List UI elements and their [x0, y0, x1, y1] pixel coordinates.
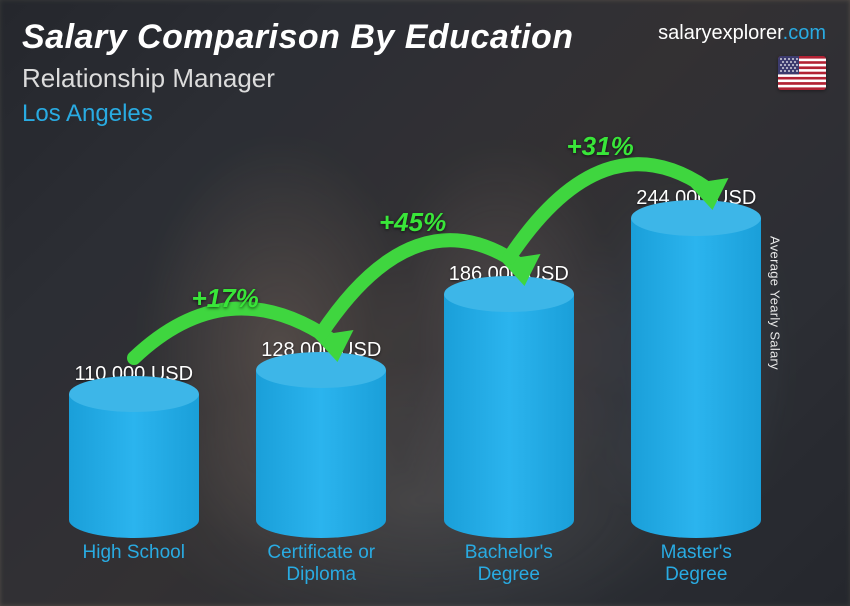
bar-shape [631, 218, 761, 538]
brand-suffix: .com [783, 22, 826, 44]
bar-0: 110,000 USD [40, 363, 228, 538]
increment-percent: +45% [379, 207, 446, 238]
job-title: Relationship Manager [22, 63, 828, 94]
bar-shape [444, 294, 574, 538]
brand-name: salaryexplorer [658, 22, 783, 44]
bar-shape [256, 370, 386, 538]
increment-percent: +31% [567, 131, 634, 162]
category-label: Certificate or Diploma [228, 542, 416, 588]
increment-percent: +17% [192, 283, 259, 314]
bar-1: 128,000 USD [228, 339, 416, 538]
bar-3: 244,000 USD [603, 187, 791, 538]
category-label: High School [40, 542, 228, 588]
infographic-container: Salary Comparison By Education Relations… [0, 0, 850, 606]
categories-area: High SchoolCertificate or DiplomaBachelo… [40, 542, 790, 588]
bar-shape [69, 394, 199, 538]
bar-2: 186,000 USD [415, 263, 603, 538]
category-label: Bachelor's Degree [415, 542, 603, 588]
us-flag-icon [778, 56, 826, 90]
salary-bar-chart: 110,000 USD128,000 USD186,000 USD244,000… [40, 158, 790, 588]
brand-logo: salaryexplorer.com [658, 22, 826, 45]
location-label: Los Angeles [22, 100, 828, 128]
category-label: Master's Degree [603, 542, 791, 588]
